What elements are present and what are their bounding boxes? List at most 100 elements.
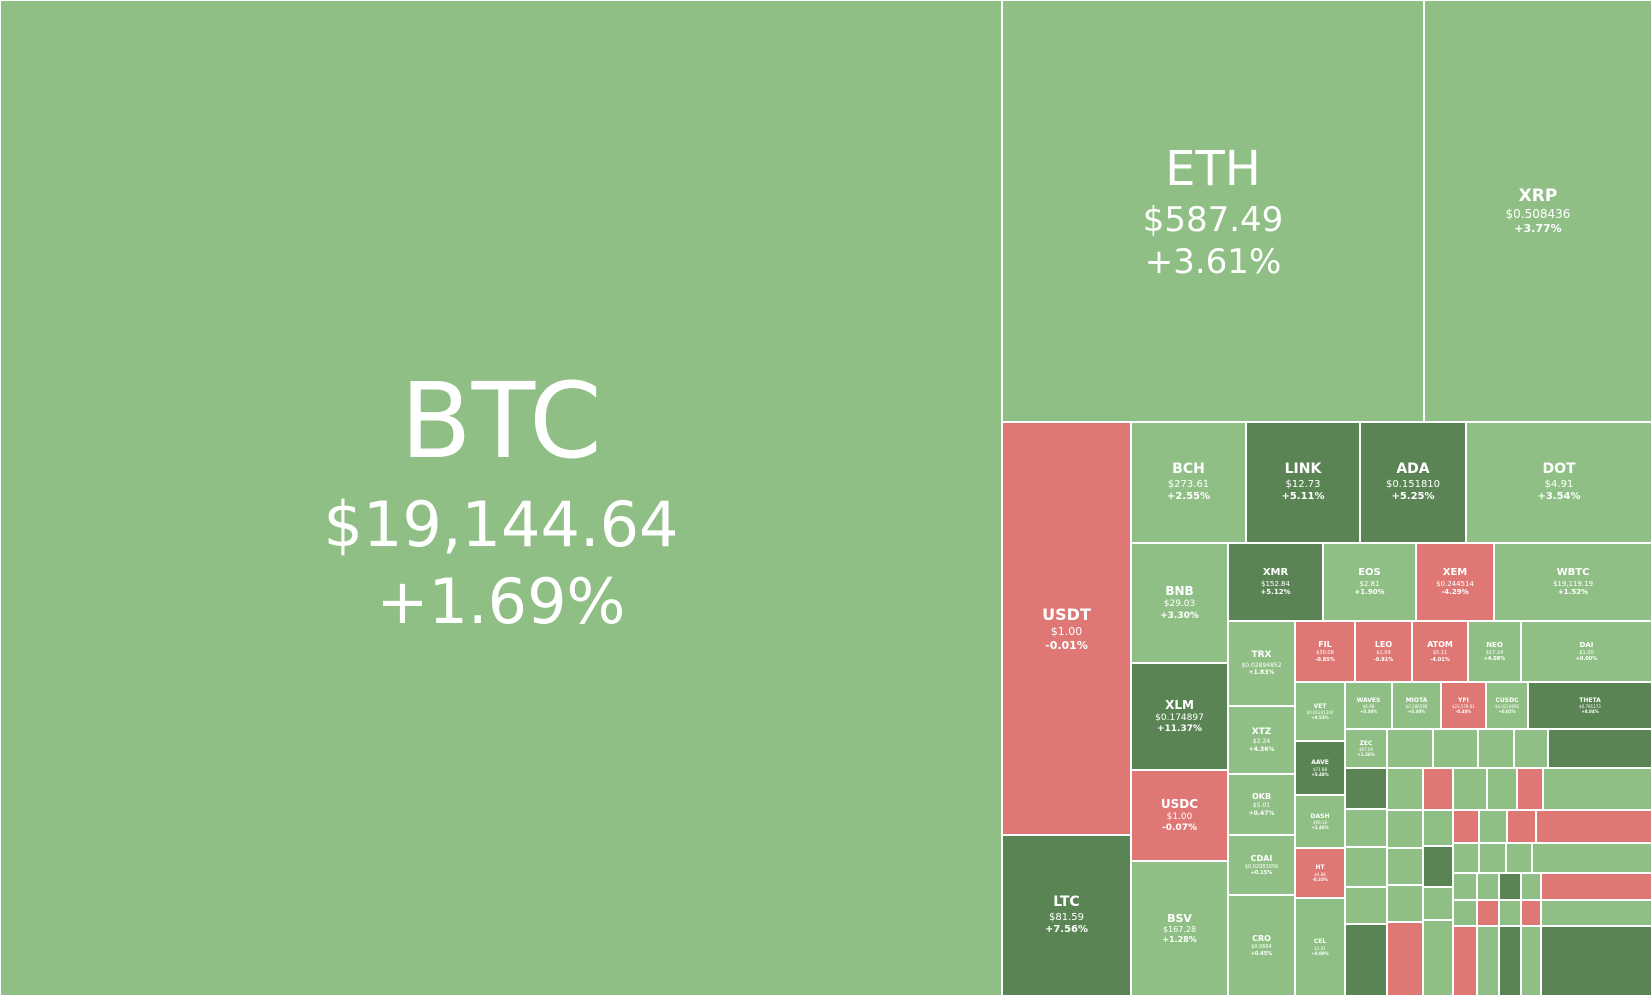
tile-change: -0.33%: [1312, 876, 1328, 882]
tile-small-coin[interactable]: [1521, 900, 1541, 926]
tile-xrp[interactable]: XRP $0.508436 +3.77%: [1424, 0, 1652, 422]
tile-dash[interactable]: DASH $99.18 +1.46%: [1295, 795, 1345, 848]
tile-ada[interactable]: ADA $0.151810 +5.25%: [1360, 422, 1466, 543]
tile-small-coin[interactable]: [1548, 729, 1652, 768]
tile-fil[interactable]: FIL $30.08 -0.85%: [1295, 621, 1355, 682]
tile-small-coin[interactable]: [1423, 920, 1453, 996]
tile-xtz[interactable]: XTZ $2.24 +4.36%: [1228, 706, 1295, 774]
tile-xlm[interactable]: XLM $0.174897 +11.37%: [1131, 663, 1228, 770]
tile-small-coin[interactable]: [1521, 926, 1541, 996]
tile-small-coin[interactable]: [1453, 810, 1479, 843]
tile-aave[interactable]: AAVE $71.88 +5.48%: [1295, 741, 1345, 795]
tile-neo[interactable]: NEO $17.24 +4.08%: [1468, 621, 1521, 682]
tile-change: +1.46%: [1311, 825, 1329, 831]
tile-price: $0.244514: [1436, 579, 1474, 588]
tile-small-coin[interactable]: [1478, 729, 1514, 768]
tile-small-coin[interactable]: [1387, 810, 1423, 848]
tile-small-coin[interactable]: [1477, 900, 1499, 926]
tile-small-coin[interactable]: [1479, 843, 1506, 873]
tile-small-coin[interactable]: [1477, 926, 1499, 996]
tile-symbol: BSV: [1167, 911, 1192, 925]
tile-small-coin[interactable]: [1453, 926, 1477, 996]
tile-price: $152.84: [1261, 579, 1290, 588]
tile-cel[interactable]: CEL $2.41 +0.88%: [1295, 898, 1345, 996]
tile-yfi[interactable]: YFI $23,578.81 -0.40%: [1441, 682, 1486, 729]
tile-small-coin[interactable]: [1543, 768, 1652, 810]
tile-small-coin[interactable]: [1541, 873, 1652, 900]
tile-small-coin[interactable]: [1423, 768, 1453, 810]
tile-symbol: HT: [1315, 864, 1325, 872]
tile-xem[interactable]: XEM $0.244514 -4.29%: [1416, 543, 1494, 621]
tile-small-coin[interactable]: [1423, 846, 1453, 887]
tile-price: $1.00: [1050, 624, 1083, 638]
tile-small-coin[interactable]: [1345, 887, 1387, 924]
tile-small-coin[interactable]: [1536, 810, 1652, 843]
tile-dot[interactable]: DOT $4.91 +3.54%: [1466, 422, 1652, 543]
tile-waves[interactable]: WAVES $6.98 +0.30%: [1345, 682, 1392, 729]
tile-small-coin[interactable]: [1345, 768, 1387, 809]
tile-small-coin[interactable]: [1387, 729, 1433, 768]
tile-bnb[interactable]: BNB $29.03 +3.30%: [1131, 543, 1228, 663]
tile-bch[interactable]: BCH $273.61 +2.55%: [1131, 422, 1246, 543]
tile-small-coin[interactable]: [1345, 809, 1387, 847]
tile-small-coin[interactable]: [1345, 924, 1387, 996]
tile-cdai[interactable]: CDAI $0.02081056 +0.15%: [1228, 835, 1295, 895]
tile-small-coin[interactable]: [1541, 900, 1652, 926]
tile-price: $5.11: [1432, 650, 1448, 657]
tile-small-coin[interactable]: [1453, 900, 1477, 926]
tile-small-coin[interactable]: [1453, 873, 1477, 900]
tile-eth[interactable]: ETH $587.49 +3.61%: [1002, 0, 1424, 422]
tile-mkr[interactable]: MIOTA $0.286598 +0.30%: [1392, 682, 1441, 729]
tile-small-coin[interactable]: [1521, 873, 1541, 900]
tile-change: +0.30%: [1407, 709, 1426, 715]
tile-small-coin[interactable]: [1387, 848, 1423, 885]
tile-wbtc[interactable]: WBTC $19,119.19 +1.52%: [1494, 543, 1652, 621]
tile-change: +5.48%: [1311, 771, 1329, 777]
tile-cusdc[interactable]: CUSDC $0.0210692 +0.02%: [1486, 682, 1528, 729]
tile-small-coin[interactable]: [1387, 768, 1423, 810]
tile-vet[interactable]: VET $0.01241340 +0.53%: [1295, 682, 1345, 741]
tile-change: +11.37%: [1156, 724, 1203, 734]
tile-small-coin[interactable]: [1479, 810, 1507, 843]
tile-usdc[interactable]: USDC $1.00 -0.07%: [1131, 770, 1228, 861]
tile-trx[interactable]: TRX $0.02894852 +1.83%: [1228, 621, 1295, 706]
tile-zec[interactable]: ZEC $67.00 +1.36%: [1345, 729, 1387, 768]
tile-small-coin[interactable]: [1433, 729, 1478, 768]
tile-small-coin[interactable]: [1507, 810, 1536, 843]
tile-usdt[interactable]: USDT $1.00 -0.01%: [1002, 422, 1131, 835]
tile-theta[interactable]: THETA $0.781173 +8.04%: [1528, 682, 1652, 729]
tile-btc[interactable]: BTC $19,144.64 +1.69%: [0, 0, 1002, 996]
tile-small-coin[interactable]: [1514, 729, 1548, 768]
tile-leo[interactable]: LEO $1.09 -0.81%: [1355, 621, 1412, 682]
tile-small-coin[interactable]: [1499, 900, 1521, 926]
tile-small-coin[interactable]: [1453, 843, 1479, 873]
tile-small-coin[interactable]: [1532, 843, 1652, 873]
tile-change: +1.90%: [1354, 588, 1385, 597]
tile-small-coin[interactable]: [1477, 873, 1499, 900]
tile-small-coin[interactable]: [1506, 843, 1532, 873]
tile-small-coin[interactable]: [1387, 922, 1423, 996]
tile-symbol: XEM: [1442, 567, 1468, 578]
tile-small-coin[interactable]: [1423, 810, 1453, 846]
tile-small-coin[interactable]: [1517, 768, 1543, 810]
tile-okb[interactable]: OKB $5.01 +0.47%: [1228, 774, 1295, 835]
tile-small-coin[interactable]: [1423, 887, 1453, 920]
tile-small-coin[interactable]: [1499, 873, 1521, 900]
tile-small-coin[interactable]: [1499, 926, 1521, 996]
tile-link[interactable]: LINK $12.73 +5.11%: [1246, 422, 1360, 543]
tile-price: $0.151810: [1385, 478, 1441, 490]
tile-atom[interactable]: ATOM $5.11 -4.01%: [1412, 621, 1468, 682]
tile-dai[interactable]: DAI $1.00 +0.00%: [1521, 621, 1652, 682]
tile-xmr[interactable]: XMR $152.84 +5.12%: [1228, 543, 1323, 621]
tile-cro[interactable]: CRO $0.0664 +0.45%: [1228, 895, 1295, 996]
tile-small-coin[interactable]: [1345, 847, 1387, 887]
tile-small-coin[interactable]: [1487, 768, 1517, 810]
tile-bsv[interactable]: BSV $167.28 +1.28%: [1131, 861, 1228, 996]
tile-small-coin[interactable]: [1387, 885, 1423, 922]
tile-small-coin[interactable]: [1541, 926, 1652, 996]
tile-ht[interactable]: HT $4.88 -0.33%: [1295, 848, 1345, 898]
tile-small-coin[interactable]: [1453, 768, 1487, 810]
tile-eos[interactable]: EOS $2.81 +1.90%: [1323, 543, 1416, 621]
tile-ltc[interactable]: LTC $81.59 +7.56%: [1002, 835, 1131, 996]
tile-symbol: EOS: [1358, 567, 1381, 578]
